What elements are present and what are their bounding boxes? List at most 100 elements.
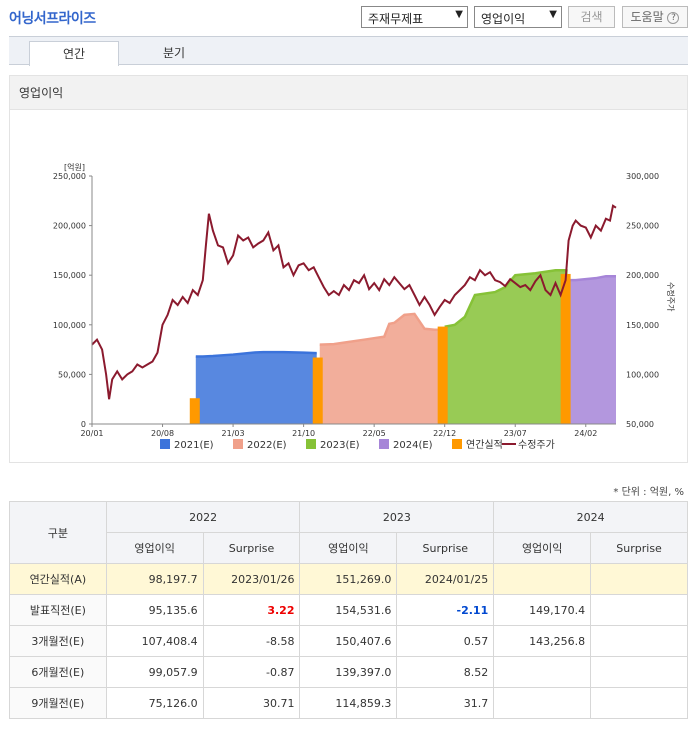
op-income-cell: 98,197.7	[105, 563, 204, 595]
legend-label: 연간실적	[466, 439, 503, 451]
row-label: 발표직전(E)	[9, 594, 107, 626]
legend-swatch	[233, 439, 243, 449]
legend-label: 2021(E)	[174, 440, 214, 451]
search-button[interactable]: 검색	[568, 6, 615, 28]
op-income-cell: 150,407.6	[299, 625, 398, 657]
op-income-cell: 154,531.6	[299, 594, 398, 626]
table-row: 6개월전(E) 99,057.9 -0.87 139,397.0 8.52	[9, 656, 688, 688]
metric-select-value: 영업이익	[481, 12, 526, 26]
chart-axes: 250,000 200,000 150,000 100,000 50,000 0 [억원] 3…	[53, 162, 676, 438]
metric-select[interactable]: 영업이익 ▼	[474, 6, 562, 28]
table-unit: * 단위 : 억원, %	[613, 487, 684, 498]
tab-quarterly[interactable]: 분기	[162, 46, 186, 60]
op-income-cell: 114,859.3	[299, 687, 398, 719]
y-right-tick-label: 150,000	[626, 321, 659, 330]
legend-label: 2023(E)	[320, 440, 360, 451]
chart-legend: 2021(E) 2022(E) 2023(E) 2024(E) 연간실적 수정주가	[160, 439, 555, 451]
chevron-down-icon: ▼	[455, 9, 463, 20]
op-income-cell: 75,126.0	[105, 687, 204, 719]
y-left-tick-label: 250,000	[53, 172, 86, 181]
price-line	[91, 204, 617, 400]
actual-bar	[312, 357, 323, 424]
area-2023(E)	[444, 270, 568, 424]
y-right-tick-label: 200,000	[626, 271, 659, 280]
help-label: 도움말	[630, 10, 664, 24]
area-2022(E)	[319, 313, 441, 424]
surprise-cell: 0.57	[396, 625, 495, 657]
surprise-cell	[590, 594, 688, 626]
y-left-unit: [억원]	[64, 162, 85, 172]
legend-label: 2022(E)	[247, 440, 287, 451]
header-category: 구분	[9, 501, 107, 564]
header-surprise: Surprise	[590, 532, 688, 564]
help-icon: ?	[667, 11, 680, 24]
x-tick-label: 22/05	[363, 429, 386, 438]
op-income-cell: 107,408.4	[105, 625, 204, 657]
legend-swatch	[160, 439, 170, 449]
x-tick-label: 20/01	[80, 429, 103, 438]
y-right-tick-label: 50,000	[626, 420, 654, 429]
statement-select[interactable]: 주재무제표 ▼	[361, 6, 468, 28]
surprise-cell	[590, 656, 688, 688]
statement-select-value: 주재무제표	[368, 12, 424, 26]
y-right-tick-label: 100,000	[626, 370, 659, 379]
op-income-cell	[493, 656, 592, 688]
area-edge-2022(E)	[319, 312, 441, 346]
area-edge-2021(E)	[195, 350, 317, 358]
header-year-2023: 2023	[299, 501, 495, 533]
op-income-cell: 139,397.0	[299, 656, 398, 688]
table-row: 연간실적(A) 98,197.7 2023/01/26 151,269.0 2024/0…	[9, 563, 688, 595]
table-body: 연간실적(A) 98,197.7 2023/01/26 151,269.0 2024/0…	[9, 563, 688, 719]
op-income-cell: 95,135.6	[105, 594, 204, 626]
top-bar: 어닝서프라이즈 주재무제표 ▼ 영업이익 ▼ 검색 도움말 ?	[0, 0, 696, 34]
op-income-cell	[493, 687, 592, 719]
actual-bar	[189, 398, 200, 424]
table-row: 3개월전(E) 107,408.4 -8.58 150,407.6 0.57 143,25…	[9, 625, 688, 657]
actual-bar	[437, 326, 448, 424]
chevron-down-icon: ▼	[549, 9, 557, 20]
header-surprise: Surprise	[396, 532, 495, 564]
op-income-cell: 143,256.8	[493, 625, 592, 657]
y-right-tick-label: 250,000	[626, 222, 659, 231]
op-income-cell: 149,170.4	[493, 594, 592, 626]
surprise-cell	[590, 687, 688, 719]
op-income-cell	[493, 563, 592, 595]
surprise-cell	[590, 625, 688, 657]
y-left-tick-label: 200,000	[53, 222, 86, 231]
area-2024(E)	[568, 276, 616, 424]
header-surprise: Surprise	[202, 532, 301, 564]
legend-swatch	[379, 439, 389, 449]
y-right-label: 수정주가	[666, 282, 676, 312]
header-op: 영업이익	[493, 532, 592, 564]
surprise-cell: 3.22	[202, 594, 301, 626]
y-right-tick-label: 300,000	[626, 172, 659, 181]
help-button[interactable]: 도움말 ?	[622, 6, 688, 28]
legend-swatch	[306, 439, 316, 449]
row-label: 연간실적(A)	[9, 563, 107, 595]
row-label: 3개월전(E)	[9, 625, 107, 657]
legend-swatch	[452, 439, 462, 449]
price-series-line	[91, 204, 617, 400]
surprise-cell: 8.52	[396, 656, 495, 688]
y-left-tick-label: 150,000	[53, 271, 86, 280]
x-tick-label: 20/08	[151, 429, 174, 438]
earnings-table: 구분 2022 2023 2024 영업이익 Surprise 영업이익 Sur…	[9, 501, 688, 719]
table-row: 발표직전(E) 95,135.6 3.22 154,531.6 -2.11 149,170…	[9, 594, 688, 626]
y-left-tick-label: 0	[81, 420, 86, 429]
y-left-tick-label: 100,000	[53, 321, 86, 330]
actual-bars	[189, 273, 571, 424]
surprise-cell: -2.11	[396, 594, 495, 626]
table-row: 9개월전(E) 75,126.0 30.71 114,859.3 31.7	[9, 687, 688, 719]
surprise-cell: 30.71	[202, 687, 301, 719]
surprise-cell: -0.87	[202, 656, 301, 688]
chart-panel-title: 영업이익	[10, 76, 687, 110]
row-label: 6개월전(E)	[9, 656, 107, 688]
page-title: 어닝서프라이즈	[9, 11, 96, 27]
tab-annual[interactable]: 연간	[29, 41, 119, 66]
x-tick-label: 24/02	[574, 429, 597, 438]
legend-label: 수정주가	[518, 439, 555, 451]
surprise-cell: 2023/01/26	[202, 563, 301, 595]
legend-label: 2024(E)	[393, 440, 433, 451]
y-left-tick-label: 50,000	[58, 370, 86, 379]
tab-bar: 연간 분기	[9, 36, 688, 66]
